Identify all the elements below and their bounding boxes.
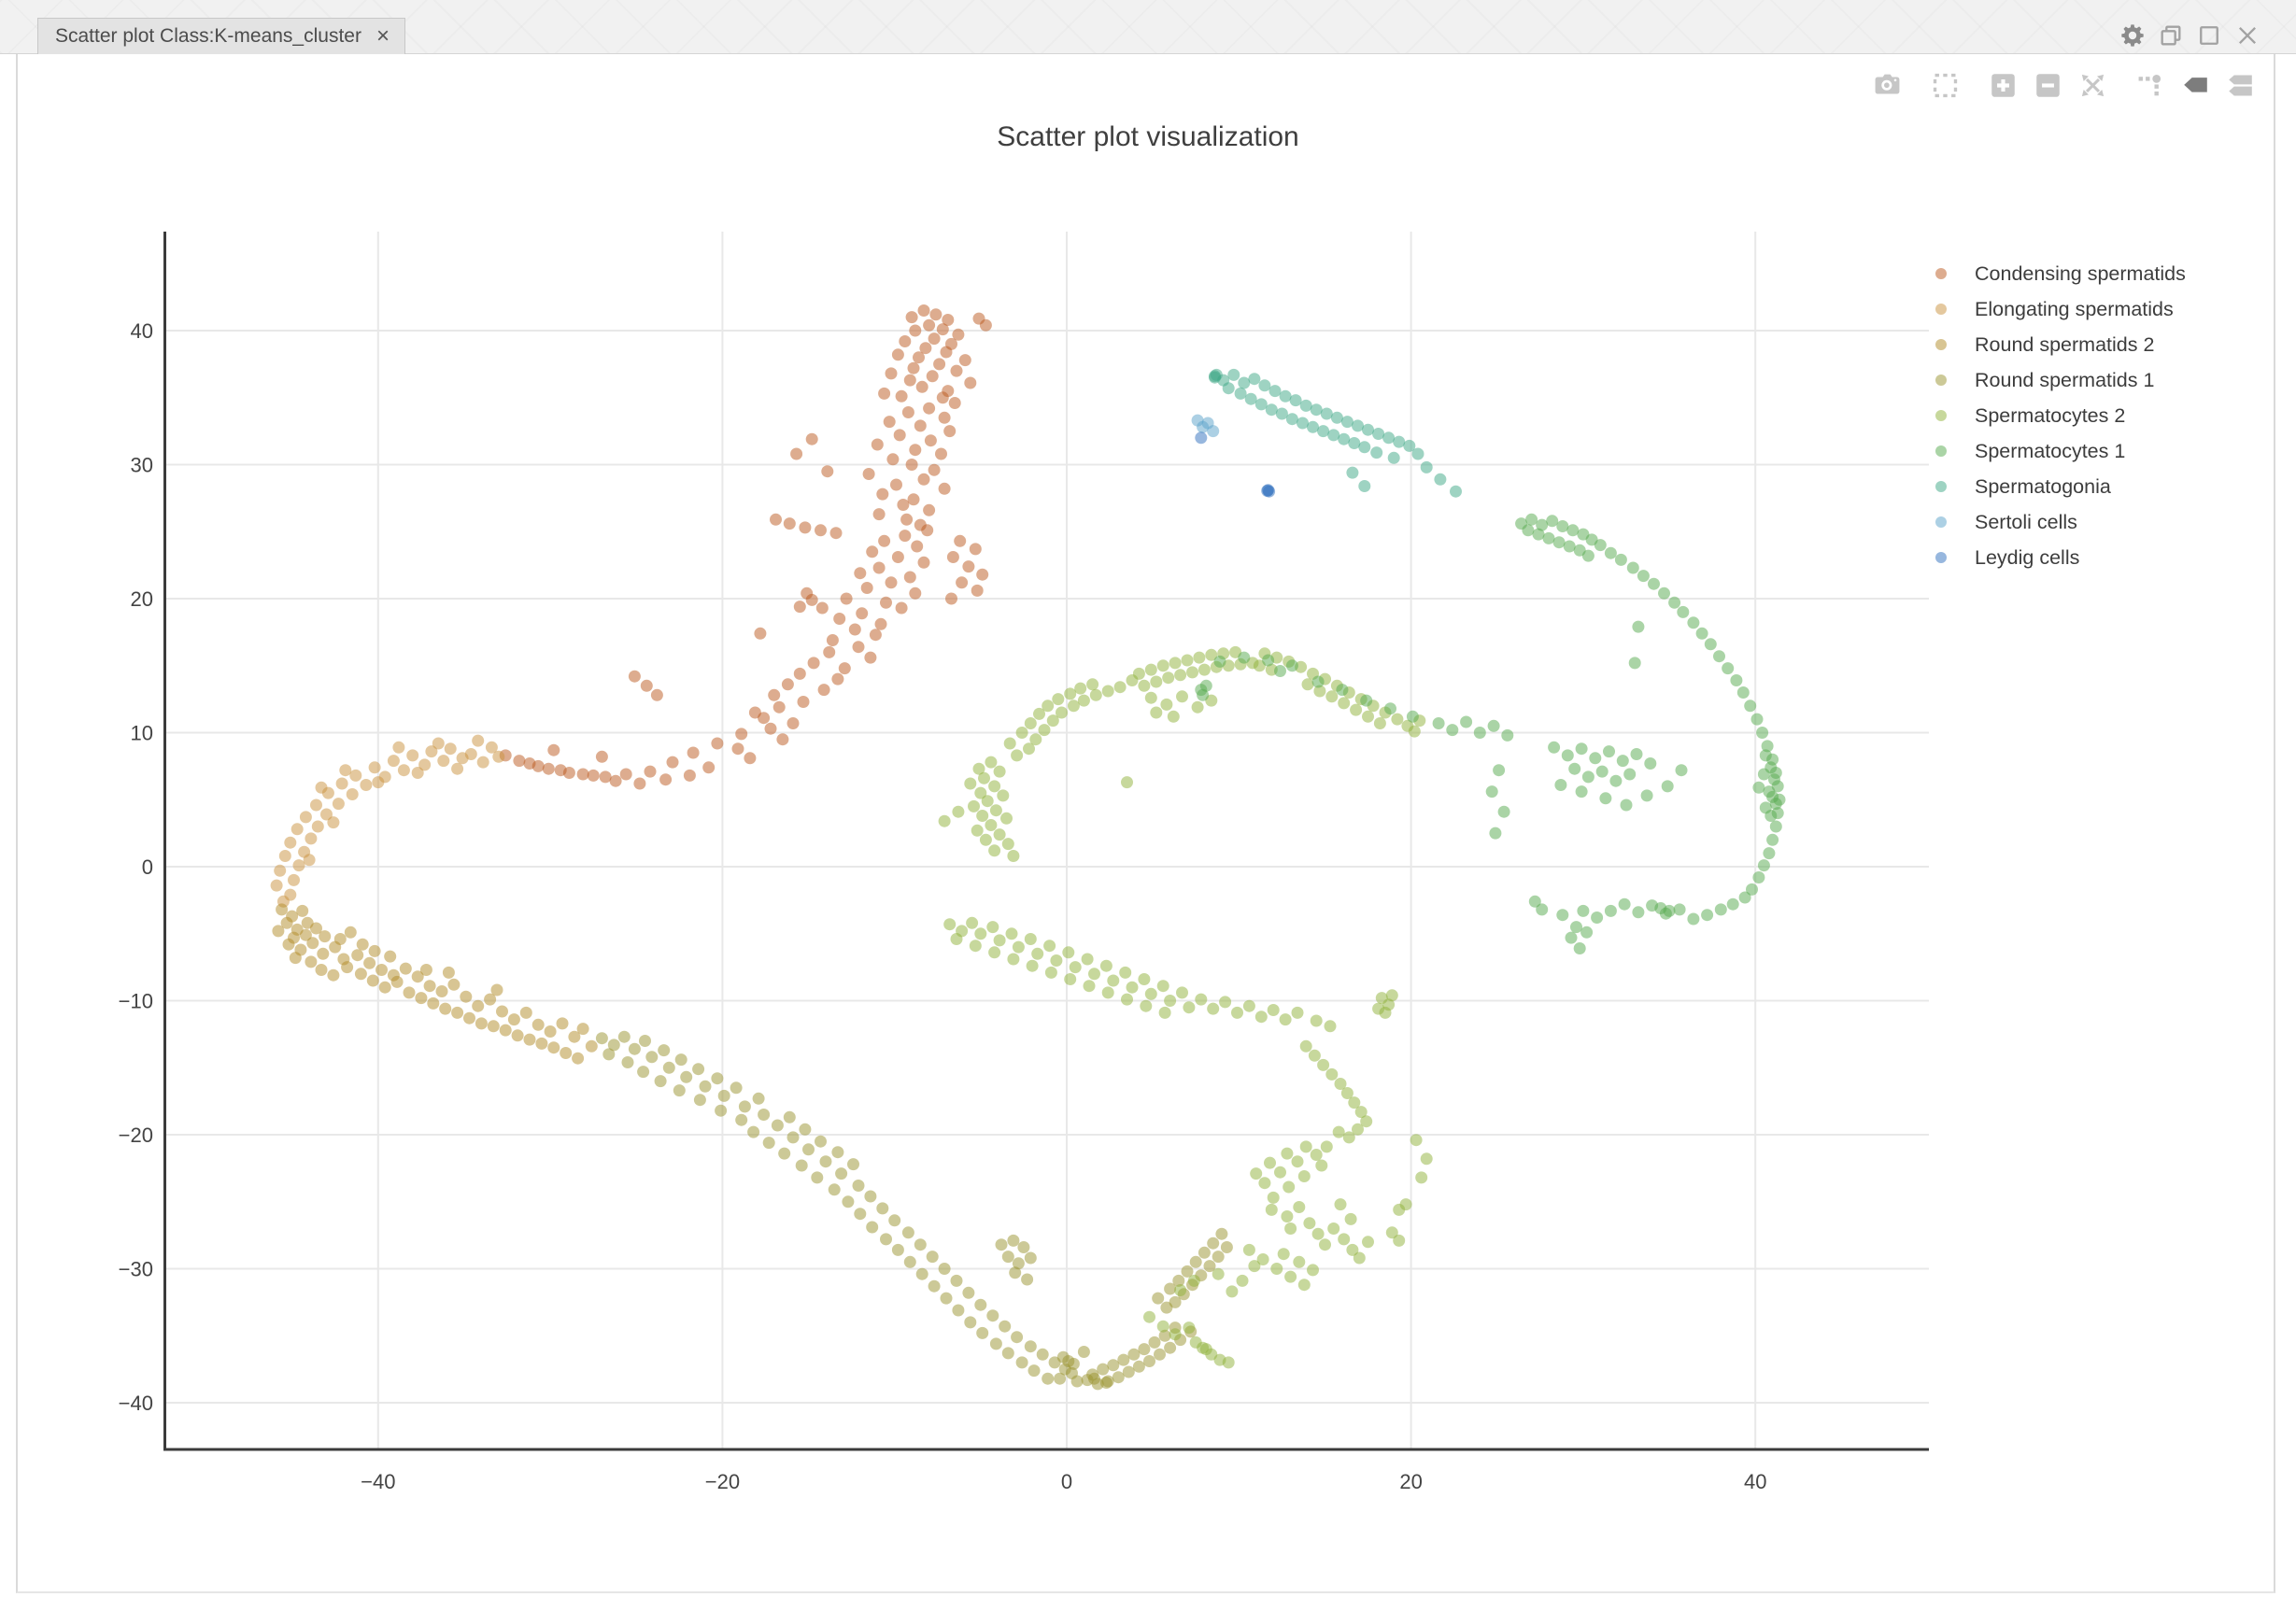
restore-window-icon[interactable] xyxy=(2158,22,2184,49)
legend-label: Round spermatids 2 xyxy=(1975,332,2155,356)
tab-scatter-plot[interactable]: Scatter plot Class:K-means_cluster × xyxy=(37,18,405,54)
spikelines-icon[interactable] xyxy=(2136,71,2165,100)
hover-compare-icon[interactable] xyxy=(2226,71,2255,100)
legend-marker-icon xyxy=(1935,481,1947,492)
tick-labels: −40 −20 0 20 40 −40 −30 −20 −10 0 10 20 30 40 xyxy=(119,319,1767,1493)
legend-label: Spermatogonia xyxy=(1975,474,2111,498)
legend-item-condensing-spermatids[interactable]: Condensing spermatids xyxy=(1924,256,2186,291)
y-tick-label: −40 xyxy=(119,1392,153,1415)
legend-label: Spermatocytes 1 xyxy=(1975,439,2126,462)
x-tick-label: 40 xyxy=(1744,1470,1766,1493)
window-titlebar: Scatter plot Class:K-means_cluster × xyxy=(0,0,2296,54)
plot-modebar xyxy=(1857,71,2255,100)
y-tick-label: −20 xyxy=(119,1124,153,1147)
camera-icon[interactable] xyxy=(1873,71,1902,100)
x-tick-label: 0 xyxy=(1061,1470,1072,1493)
legend-marker-icon xyxy=(1935,304,1947,315)
y-tick-label: −30 xyxy=(119,1258,153,1281)
legend-label: Spermatocytes 2 xyxy=(1975,403,2126,427)
y-tick-label: 10 xyxy=(131,722,153,745)
chart-title: Scatter plot visualization xyxy=(997,121,1299,152)
y-tick-label: −10 xyxy=(119,990,153,1013)
gridlines xyxy=(164,232,1929,1449)
plot-card xyxy=(16,54,2275,1593)
box-select-icon[interactable] xyxy=(1931,71,1960,100)
hover-closest-icon[interactable] xyxy=(2181,71,2210,100)
legend-marker-icon xyxy=(1935,552,1947,563)
zoom-in-icon[interactable] xyxy=(1989,71,2018,100)
legend-item-round-spermatids-2[interactable]: Round spermatids 2 xyxy=(1924,327,2186,362)
maximize-window-icon[interactable] xyxy=(2196,22,2222,49)
series-round-spermatids-2 xyxy=(272,903,598,1065)
legend-marker-icon xyxy=(1935,410,1947,421)
legend-label: Leydig cells xyxy=(1975,545,2080,569)
y-tick-label: 20 xyxy=(131,587,153,611)
legend-item-leydig-cells[interactable]: Leydig cells xyxy=(1924,540,2186,575)
series-leydig-cells xyxy=(1195,431,1276,498)
series-spermatocytes-2 xyxy=(938,645,1433,1369)
series-spermatogonia xyxy=(1209,368,1462,498)
legend-item-elongating-spermatids[interactable]: Elongating spermatids xyxy=(1924,291,2186,327)
series-spermatocytes-1 xyxy=(1195,513,1786,954)
legend-item-spermatogonia[interactable]: Spermatogonia xyxy=(1924,469,2186,504)
zoom-out-icon[interactable] xyxy=(2034,71,2062,100)
series-sertoli-cells xyxy=(1191,414,1220,438)
legend-label: Round spermatids 1 xyxy=(1975,368,2155,391)
legend-marker-icon xyxy=(1935,445,1947,457)
legend-label: Sertoli cells xyxy=(1975,510,2077,533)
y-tick-label: 40 xyxy=(131,319,153,343)
series-elongating-spermatids xyxy=(270,734,505,908)
tab-title: Scatter plot Class:K-means_cluster xyxy=(55,25,361,47)
close-window-icon[interactable] xyxy=(2234,22,2261,49)
legend-item-sertoli-cells[interactable]: Sertoli cells xyxy=(1924,504,2186,540)
x-tick-label: −40 xyxy=(361,1470,395,1493)
legend-item-spermatocytes-2[interactable]: Spermatocytes 2 xyxy=(1924,398,2186,433)
legend-marker-icon xyxy=(1935,339,1947,350)
legend-marker-icon xyxy=(1935,516,1947,528)
series-condensing-spermatids xyxy=(499,304,992,790)
x-tick-label: −20 xyxy=(705,1470,740,1493)
window-buttons xyxy=(2119,22,2261,49)
legend-label: Condensing spermatids xyxy=(1975,261,2186,285)
series-round-spermatids-1 xyxy=(595,1030,1233,1391)
legend-item-round-spermatids-1[interactable]: Round spermatids 1 xyxy=(1924,362,2186,398)
plot-legend: Condensing spermatids Elongating spermati… xyxy=(1924,256,2186,575)
tab-close-icon[interactable]: × xyxy=(376,23,390,49)
y-tick-label: 30 xyxy=(131,454,153,477)
legend-marker-icon xyxy=(1935,268,1947,279)
autoscale-icon[interactable] xyxy=(2078,71,2107,100)
x-tick-label: 20 xyxy=(1399,1470,1422,1493)
legend-marker-icon xyxy=(1935,375,1947,386)
settings-gear-icon[interactable] xyxy=(2119,22,2146,49)
y-tick-label: 0 xyxy=(142,855,153,879)
legend-label: Elongating spermatids xyxy=(1975,297,2174,320)
legend-item-spermatocytes-1[interactable]: Spermatocytes 1 xyxy=(1924,433,2186,469)
